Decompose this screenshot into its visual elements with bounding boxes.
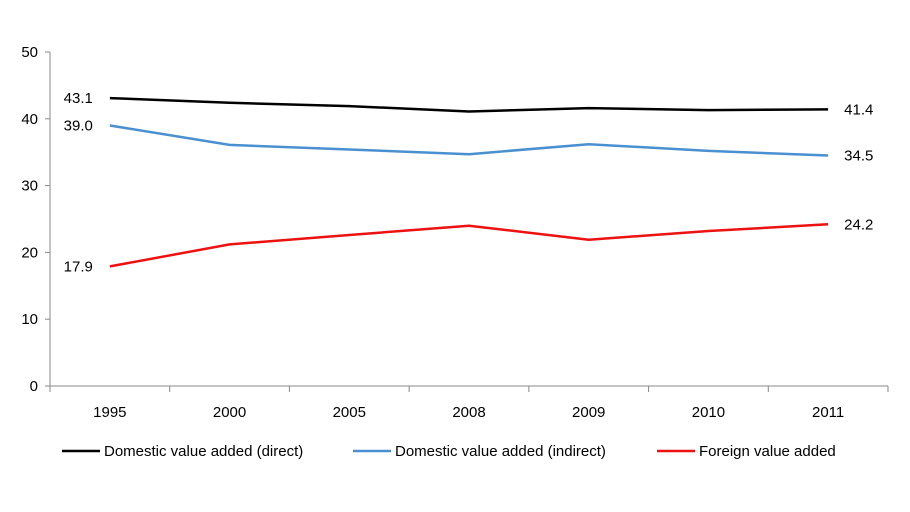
series-line-2 xyxy=(109,124,829,157)
data-label: 39.0 xyxy=(64,117,93,134)
y-tick-label: 0 xyxy=(30,378,38,395)
legend: Domestic value added (direct) Domestic va… xyxy=(62,443,836,460)
x-tick-label: 2010 xyxy=(692,404,725,421)
legend-label: Foreign value added xyxy=(699,443,836,460)
y-tick-label: 10 xyxy=(21,311,38,328)
legend-label: Domestic value added (indirect) xyxy=(395,443,606,460)
data-label: 24.2 xyxy=(844,216,873,233)
y-tick-label: 50 xyxy=(21,44,38,61)
y-tick-label: 30 xyxy=(21,178,38,195)
x-tick-label: 2011 xyxy=(812,404,844,421)
data-label: 34.5 xyxy=(844,148,873,165)
y-tick-label: 20 xyxy=(21,244,38,261)
x-tick-label: 2005 xyxy=(333,404,366,421)
y-tick-label: 40 xyxy=(21,111,38,128)
series-line-1 xyxy=(109,96,829,113)
series-lines xyxy=(109,96,829,268)
series-line-3 xyxy=(109,223,829,268)
legend-label: Domestic value added (direct) xyxy=(104,443,303,460)
x-axis-tick-labels: 1995 2000 2005 2008 2009 2010 2011 xyxy=(93,404,844,421)
data-labels: 43.1 41.4 39.0 34.5 17.9 24.2 xyxy=(64,90,874,275)
chart-axes xyxy=(45,51,889,392)
x-tick-label: 2008 xyxy=(452,404,485,421)
data-label: 17.9 xyxy=(64,258,93,275)
x-tick-label: 2000 xyxy=(213,404,246,421)
data-label: 43.1 xyxy=(64,90,93,107)
x-tick-label: 1995 xyxy=(93,404,126,421)
y-axis-tick-labels: 0 10 20 30 40 50 xyxy=(21,44,38,395)
x-tick-label: 2009 xyxy=(572,404,605,421)
data-label: 41.4 xyxy=(844,101,873,118)
